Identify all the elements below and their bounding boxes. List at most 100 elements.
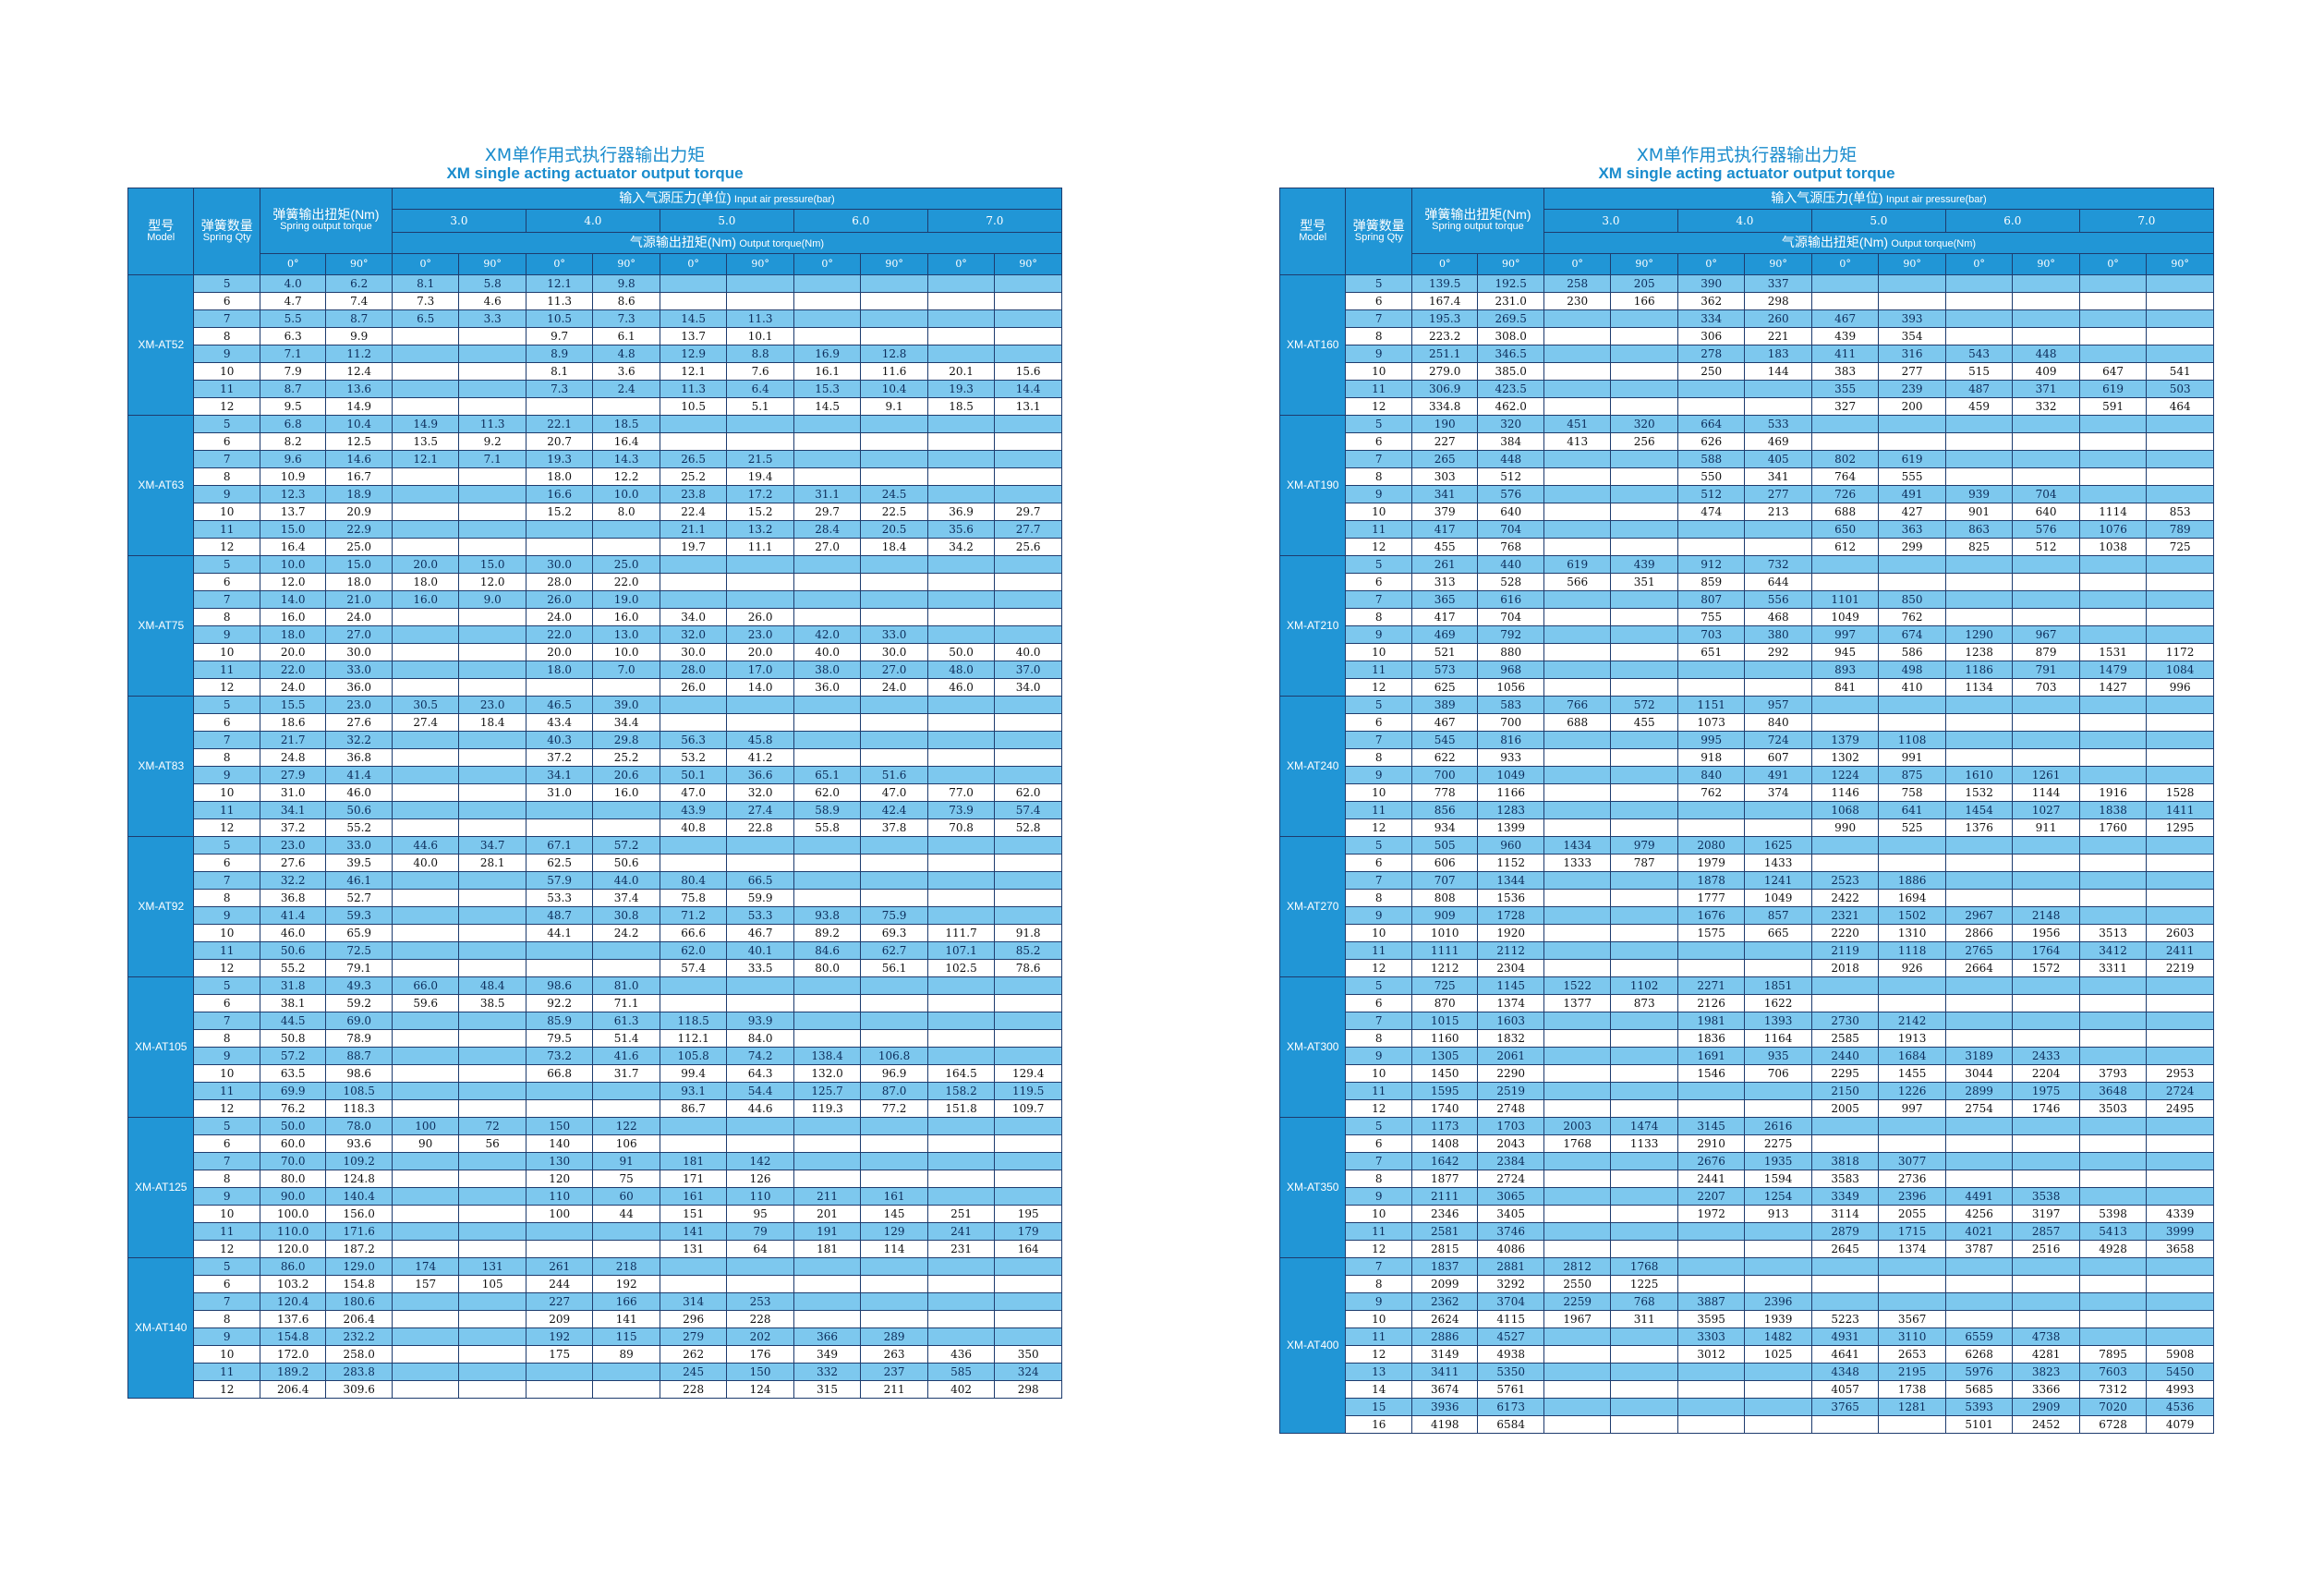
output-torque-cell: 3145 <box>1676 1116 1746 1135</box>
output-torque-cell <box>994 1256 1062 1276</box>
output-torque-cell <box>391 1098 460 1118</box>
output-torque-cell <box>525 396 594 416</box>
output-torque-cell: 619 <box>1543 554 1612 574</box>
table-row: 12 24.0 36.0 26.0 14.0 36.0 24.0 46.0 34.0 <box>128 677 1062 697</box>
output-torque-cell: 8.0 <box>592 502 660 521</box>
output-torque-cell <box>726 414 794 433</box>
spring-torque-cell: 2624 <box>1410 1309 1479 1328</box>
output-torque-cell <box>2146 484 2214 503</box>
spring-qty-cell: 11 <box>193 379 260 398</box>
spring-torque-cell: 93.6 <box>325 1133 393 1153</box>
output-torque-cell <box>926 1116 996 1135</box>
spring-torque-cell: 521 <box>1410 642 1479 661</box>
output-torque-cell <box>926 1274 996 1293</box>
output-torque-cell: 1956 <box>2012 923 2080 942</box>
output-torque-cell <box>1944 326 2014 345</box>
output-torque-cell: 2516 <box>2012 1239 2080 1258</box>
spring-torque-cell: 31.8 <box>259 976 327 995</box>
header-angle: 0° <box>259 252 327 275</box>
output-torque-cell: 979 <box>1610 835 1678 855</box>
spring-torque-cell: 18.0 <box>325 572 393 591</box>
output-torque-cell <box>592 677 660 697</box>
output-torque-cell <box>926 467 996 486</box>
output-torque-cell: 2055 <box>1878 1204 1946 1223</box>
output-torque-cell: 1226 <box>1878 1081 1946 1100</box>
output-torque-cell: 1594 <box>1744 1169 1812 1188</box>
spring-qty-cell: 12 <box>193 958 260 977</box>
output-torque-cell <box>1676 800 1746 819</box>
output-torque-cell: 277 <box>1744 484 1812 503</box>
spring-torque-cell: 36.0 <box>325 677 393 697</box>
output-torque-cell: 129 <box>860 1221 928 1241</box>
output-torque-cell <box>1610 1397 1678 1416</box>
output-torque-cell <box>926 1133 996 1153</box>
output-torque-cell: 256 <box>1610 431 1678 451</box>
header-angle: 90° <box>592 252 660 275</box>
output-torque-cell <box>391 1362 460 1381</box>
output-torque-cell: 144 <box>1744 361 1812 381</box>
output-torque-cell: 9.2 <box>458 431 527 451</box>
output-torque-cell: 250 <box>1676 361 1746 381</box>
spring-torque-cell: 4.0 <box>259 273 327 293</box>
table-row: 9 700 1049 840 491 1224 875 1610 1261 <box>1280 765 2214 784</box>
output-torque-cell <box>458 1344 527 1364</box>
output-torque-cell <box>458 1186 527 1206</box>
spring-torque-cell: 334.8 <box>1410 396 1479 416</box>
header-angle: 90° <box>860 252 928 275</box>
output-torque-cell: 74.2 <box>726 1046 794 1065</box>
spring-torque-cell: 13.6 <box>325 379 393 398</box>
torque-table: 型号 Model 弹簧数量 Spring Qty 弹簧输出扭矩(Nm) Spring … <box>1278 187 2215 1434</box>
output-torque-cell: 75.9 <box>860 905 928 925</box>
output-torque-cell: 2724 <box>2146 1081 2214 1100</box>
output-torque-cell <box>926 993 996 1012</box>
output-torque-cell <box>793 870 862 890</box>
output-torque-cell <box>793 309 862 328</box>
output-torque-cell <box>1944 1291 2014 1311</box>
spring-torque-cell: 2304 <box>1477 958 1544 977</box>
output-torque-cell: 3513 <box>2078 923 2148 942</box>
table-row: 7 9.6 14.6 12.1 7.1 19.3 14.3 26.5 21.5 <box>128 449 1062 468</box>
spring-torque-cell: 24.8 <box>259 747 327 767</box>
spring-torque-cell: 20.9 <box>325 502 393 521</box>
spring-torque-cell: 640 <box>1477 502 1544 521</box>
output-torque-cell <box>1878 1274 1946 1293</box>
table-row: XM-AT400 7 1837 2881 2812 1768 <box>1278 1256 2214 1434</box>
spring-qty-cell: 12 <box>1345 1098 1412 1118</box>
output-torque-cell: 2271 <box>1676 976 1746 995</box>
output-torque-cell <box>2146 449 2214 468</box>
spring-torque-cell: 4938 <box>1477 1344 1544 1364</box>
output-torque-cell <box>926 853 996 872</box>
output-torque-cell: 46.5 <box>525 695 594 714</box>
output-torque-cell <box>2078 695 2148 714</box>
table-row: 7 14.0 21.0 16.0 9.0 26.0 19.0 <box>128 589 1062 609</box>
output-torque-cell: 31.7 <box>592 1063 660 1083</box>
output-torque-cell <box>391 1063 460 1083</box>
table-row: 7 545 816 995 724 1379 1108 <box>1280 730 2214 749</box>
output-torque-cell: 641 <box>1878 800 1946 819</box>
output-torque-cell <box>994 554 1062 574</box>
output-torque-cell: 23.8 <box>659 484 728 503</box>
spring-torque-cell: 15.5 <box>259 695 327 714</box>
output-torque-cell: 2422 <box>1810 888 1880 907</box>
table-row: 12 1740 2748 2005 997 2754 1746 3503 2495 <box>1280 1098 2214 1118</box>
output-torque-cell: 766 <box>1543 695 1612 714</box>
output-torque-cell: 3595 <box>1676 1309 1746 1328</box>
output-torque-cell <box>2146 870 2214 890</box>
output-torque-cell: 20.0 <box>525 642 594 661</box>
output-torque-cell <box>1543 677 1612 697</box>
output-torque-cell: 166 <box>592 1291 660 1311</box>
output-torque-cell: 39.0 <box>592 695 660 714</box>
output-torque-cell: 857 <box>1744 905 1812 925</box>
output-torque-cell <box>1610 589 1678 609</box>
output-torque-cell: 16.4 <box>592 431 660 451</box>
table-row: XM-AT140 5 86.0 129.0 174 131 261 218 <box>127 1256 1062 1399</box>
output-torque-cell: 65.1 <box>793 765 862 784</box>
output-torque-cell <box>659 853 728 872</box>
output-torque-cell: 37.2 <box>525 747 594 767</box>
output-torque-cell <box>1543 1397 1612 1416</box>
header-angle: 0° <box>659 252 728 275</box>
spring-qty-cell: 10 <box>1345 1309 1412 1328</box>
output-torque-cell: 78.6 <box>994 958 1062 977</box>
output-torque-cell <box>793 326 862 345</box>
spring-qty-cell: 5 <box>1345 273 1412 293</box>
